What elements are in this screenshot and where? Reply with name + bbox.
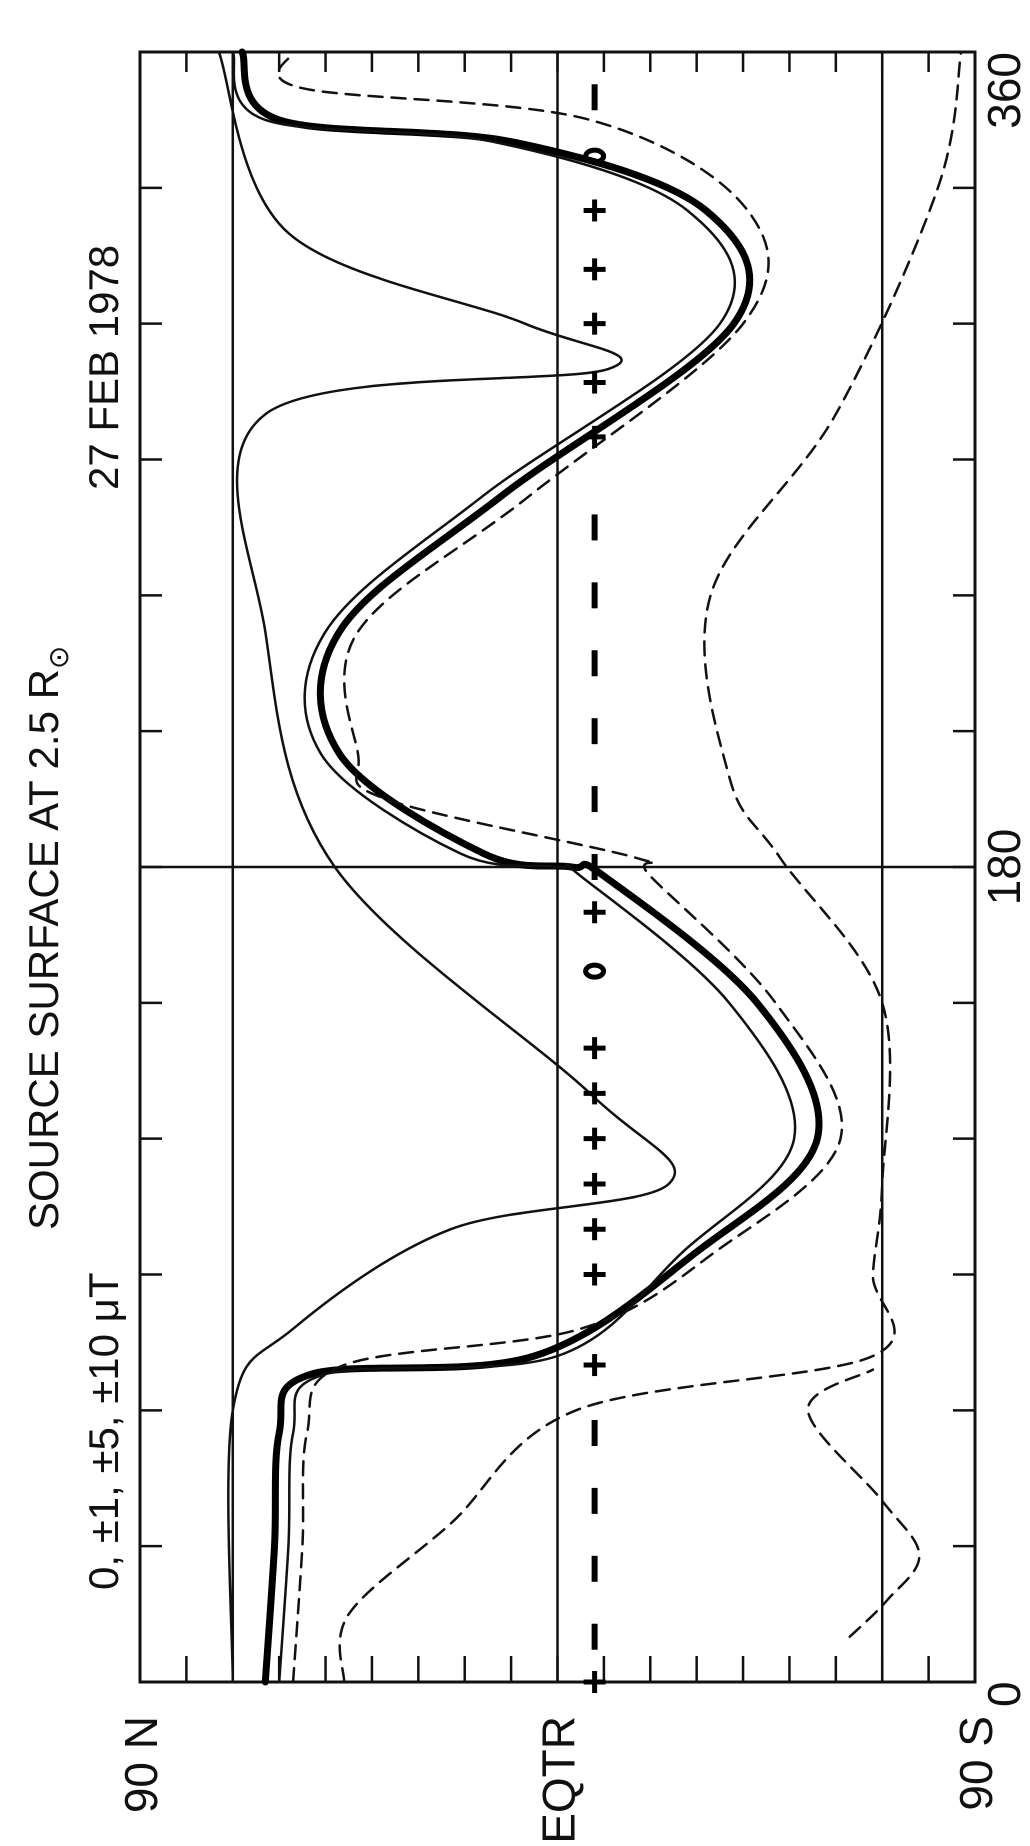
marker-zero xyxy=(583,962,607,980)
contour-neg10 xyxy=(806,1368,921,1638)
y-tick-label: EQTR xyxy=(533,1716,585,1844)
y-tick-label: 90 N xyxy=(115,1716,167,1813)
contour-neg1 xyxy=(276,50,844,1684)
chart-date-label: 27 FEB 1978 xyxy=(80,245,127,490)
contour-neg5 xyxy=(338,50,963,1684)
chart-subtitle: 0, ±1, ±5, ±10 μT xyxy=(80,1273,127,1590)
chart-title-subscript: ⊙ xyxy=(43,646,74,669)
chart-title-main: SOURCE SURFACE AT 2.5 R xyxy=(20,669,67,1230)
contour-pos5 xyxy=(217,50,677,1684)
plot-area xyxy=(138,48,977,1693)
contour-pos1 xyxy=(231,50,797,1684)
x-tick-label: 0 xyxy=(978,1681,1030,1707)
marker-zero xyxy=(583,147,607,165)
chart-texts: SOURCE SURFACE AT 2.5 R⊙ 0, ±1, ±5, ±10 … xyxy=(20,52,1030,1844)
x-tick-label: 360 xyxy=(978,52,1030,129)
chart-title: SOURCE SURFACE AT 2.5 R⊙ xyxy=(20,646,74,1230)
x-tick-label: 180 xyxy=(978,829,1030,906)
y-tick-label: 90 S xyxy=(950,1716,1002,1811)
